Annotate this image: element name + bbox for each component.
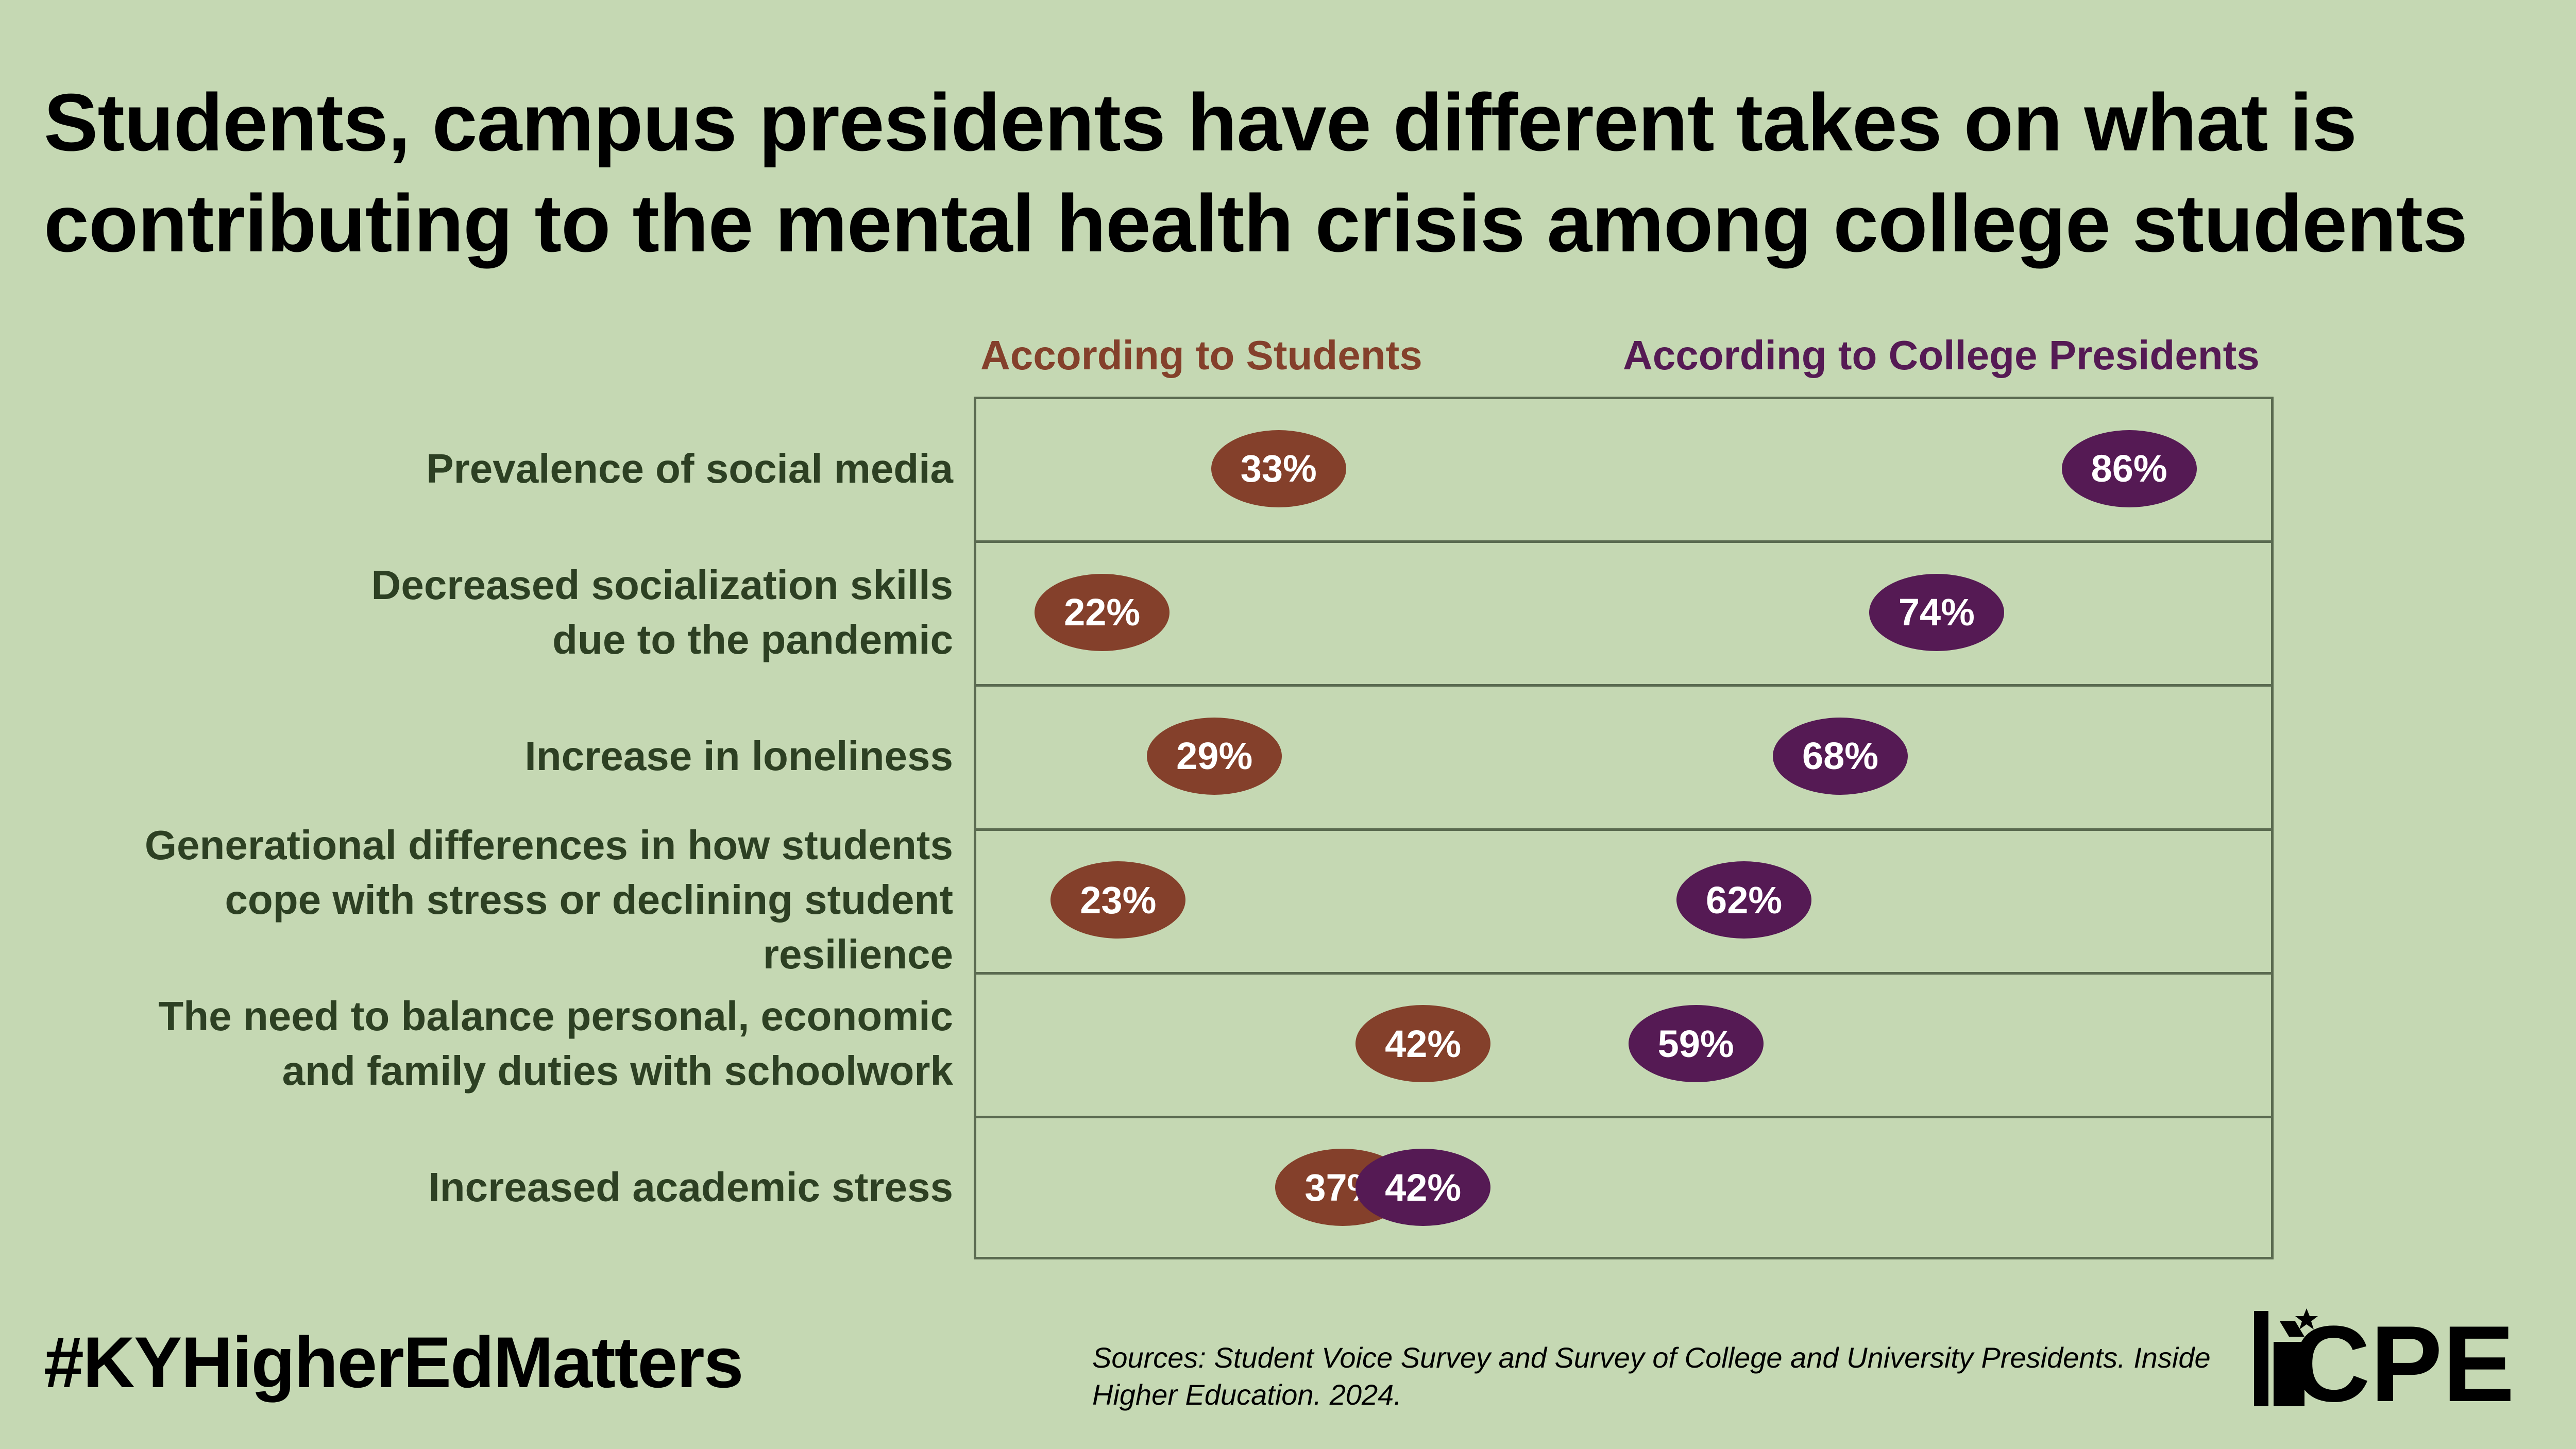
row-divider	[974, 1115, 2274, 1118]
row-divider	[974, 684, 2274, 687]
category-label: Prevalence of social media	[426, 445, 953, 491]
presidents-value-bubble: 42%	[1355, 1149, 1491, 1226]
hashtag: #KYHigherEdMatters	[44, 1322, 744, 1403]
cpe-logo: CPE	[2249, 1301, 2537, 1424]
star-figure-icon: CPE	[2254, 1303, 2515, 1424]
category-label: Decreased socialization skills due to th…	[371, 561, 953, 662]
legend-presidents: According to College Presidents	[1623, 332, 2260, 378]
row-divider	[974, 828, 2274, 831]
students-value-bubble: 23%	[1050, 861, 1186, 939]
presidents-value-bubble: 62%	[1676, 861, 1812, 939]
legend-students: According to Students	[980, 332, 1422, 378]
source-note: Sources: Student Voice Survey and Survey…	[1092, 1341, 2211, 1411]
presidents-value-bubble: 68%	[1773, 717, 1908, 795]
page-title: Students, campus presidents have differe…	[44, 77, 2468, 269]
row-divider	[974, 971, 2274, 975]
students-value-bubble: 42%	[1355, 1005, 1491, 1083]
presidents-value-bubble: 74%	[1869, 573, 2004, 651]
students-value-bubble: 33%	[1211, 430, 1346, 507]
row-divider	[974, 540, 2274, 543]
students-value-bubble: 22%	[1035, 573, 1170, 651]
presidents-value-bubble: 59%	[1628, 1005, 1764, 1083]
category-label: The need to balance personal, economic a…	[158, 993, 953, 1094]
logo-wordmark: CPE	[2292, 1303, 2515, 1414]
presidents-value-bubble: 86%	[2061, 430, 2197, 507]
students-value-bubble: 29%	[1147, 717, 1282, 795]
category-label: Increase in loneliness	[524, 732, 953, 779]
category-label: Generational differences in how students…	[144, 822, 953, 978]
category-label: Increased academic stress	[428, 1164, 953, 1211]
